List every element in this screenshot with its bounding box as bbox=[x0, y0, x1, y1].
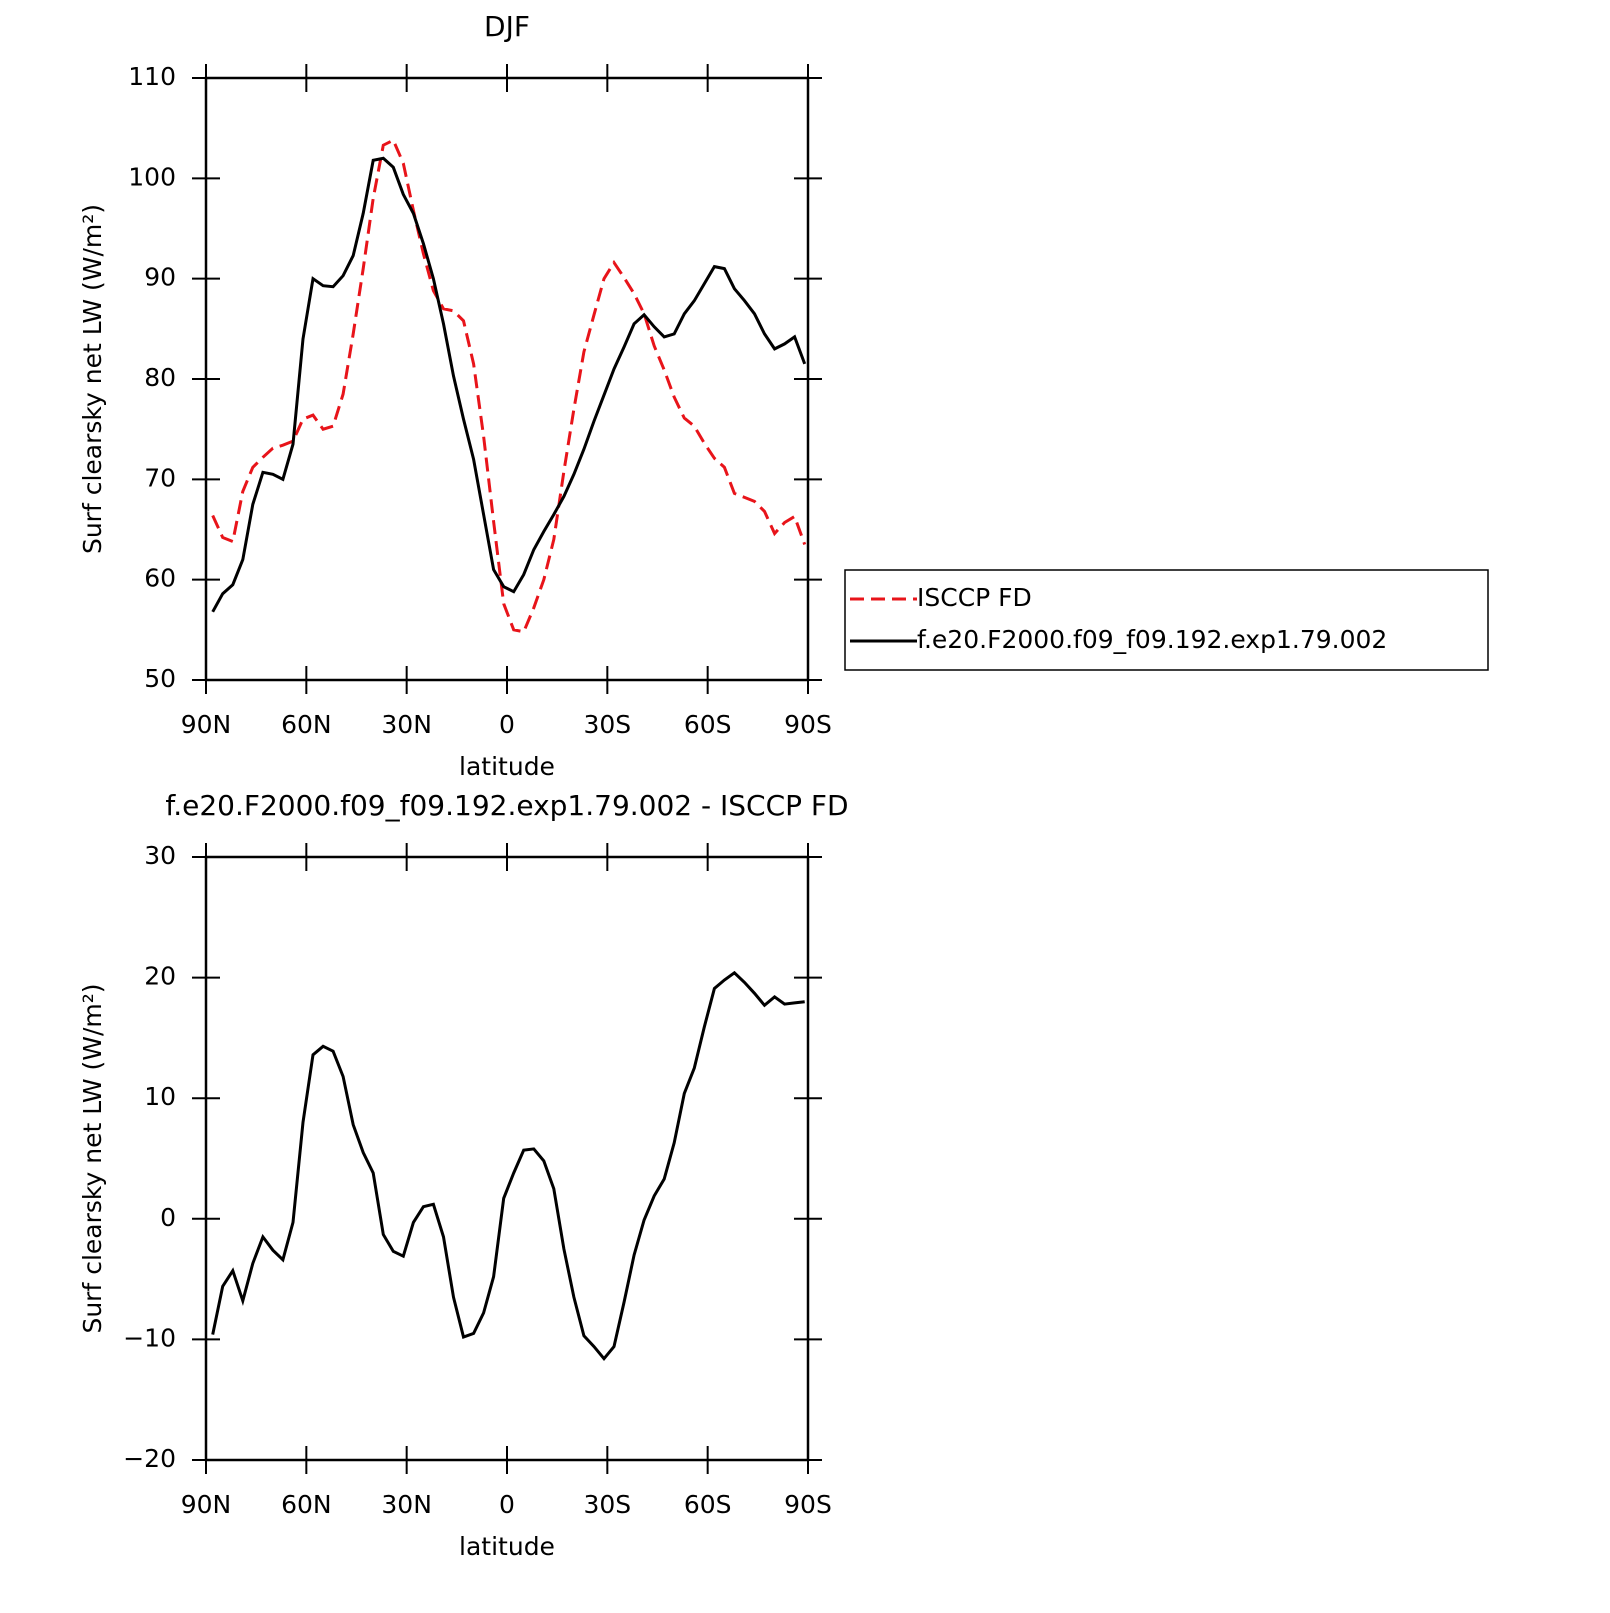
data-line bbox=[211, 156, 807, 613]
y-axis-label: Surf clearsky net LW (W/m²) bbox=[78, 204, 107, 554]
x-tick-label: 90S bbox=[784, 710, 832, 739]
y-tick-label: 80 bbox=[144, 363, 176, 392]
plot-frame bbox=[204, 76, 810, 682]
y-tick-label: 70 bbox=[144, 463, 176, 492]
x-tick-label: 0 bbox=[499, 710, 515, 739]
x-tick-label: 60S bbox=[684, 710, 732, 739]
x-tick-label: 60N bbox=[281, 1490, 332, 1519]
y-tick-label: 60 bbox=[144, 564, 176, 593]
x-tick-label: 60N bbox=[281, 710, 332, 739]
chart-title: f.e20.F2000.f09_f09.192.exp1.79.002 - IS… bbox=[165, 789, 848, 822]
x-tick-label: 30S bbox=[583, 1490, 631, 1519]
x-tick-label: 90S bbox=[784, 1490, 832, 1519]
plot-frame bbox=[204, 855, 810, 1462]
data-line bbox=[211, 970, 805, 1362]
x-tick-label: 90N bbox=[181, 710, 232, 739]
y-tick-label: 100 bbox=[128, 162, 176, 191]
data-line bbox=[211, 138, 807, 634]
chart-title: DJF bbox=[484, 10, 530, 43]
y-tick-label: 50 bbox=[144, 664, 176, 693]
y-tick-label: −10 bbox=[123, 1323, 176, 1352]
x-axis-label: latitude bbox=[459, 1532, 555, 1561]
legend-box bbox=[844, 569, 1489, 671]
x-axis-label: latitude bbox=[459, 752, 555, 781]
x-tick-label: 60S bbox=[684, 1490, 732, 1519]
x-tick-label: 0 bbox=[499, 1490, 515, 1519]
x-tick-label: 90N bbox=[181, 1490, 232, 1519]
y-tick-label: 0 bbox=[160, 1203, 176, 1232]
y-tick-label: 30 bbox=[144, 841, 176, 870]
y-tick-label: 110 bbox=[128, 62, 176, 91]
x-tick-label: 30N bbox=[381, 1490, 432, 1519]
legend-label: f.e20.F2000.f09_f09.192.exp1.79.002 bbox=[917, 625, 1387, 654]
y-tick-label: 20 bbox=[144, 962, 176, 991]
x-tick-label: 30N bbox=[381, 710, 432, 739]
y-tick-label: 10 bbox=[144, 1082, 176, 1111]
y-tick-label: 90 bbox=[144, 263, 176, 292]
legend-label: ISCCP FD bbox=[917, 583, 1032, 612]
y-tick-label: −20 bbox=[123, 1444, 176, 1473]
x-tick-label: 30S bbox=[583, 710, 631, 739]
y-axis-label: Surf clearsky net LW (W/m²) bbox=[78, 983, 107, 1333]
